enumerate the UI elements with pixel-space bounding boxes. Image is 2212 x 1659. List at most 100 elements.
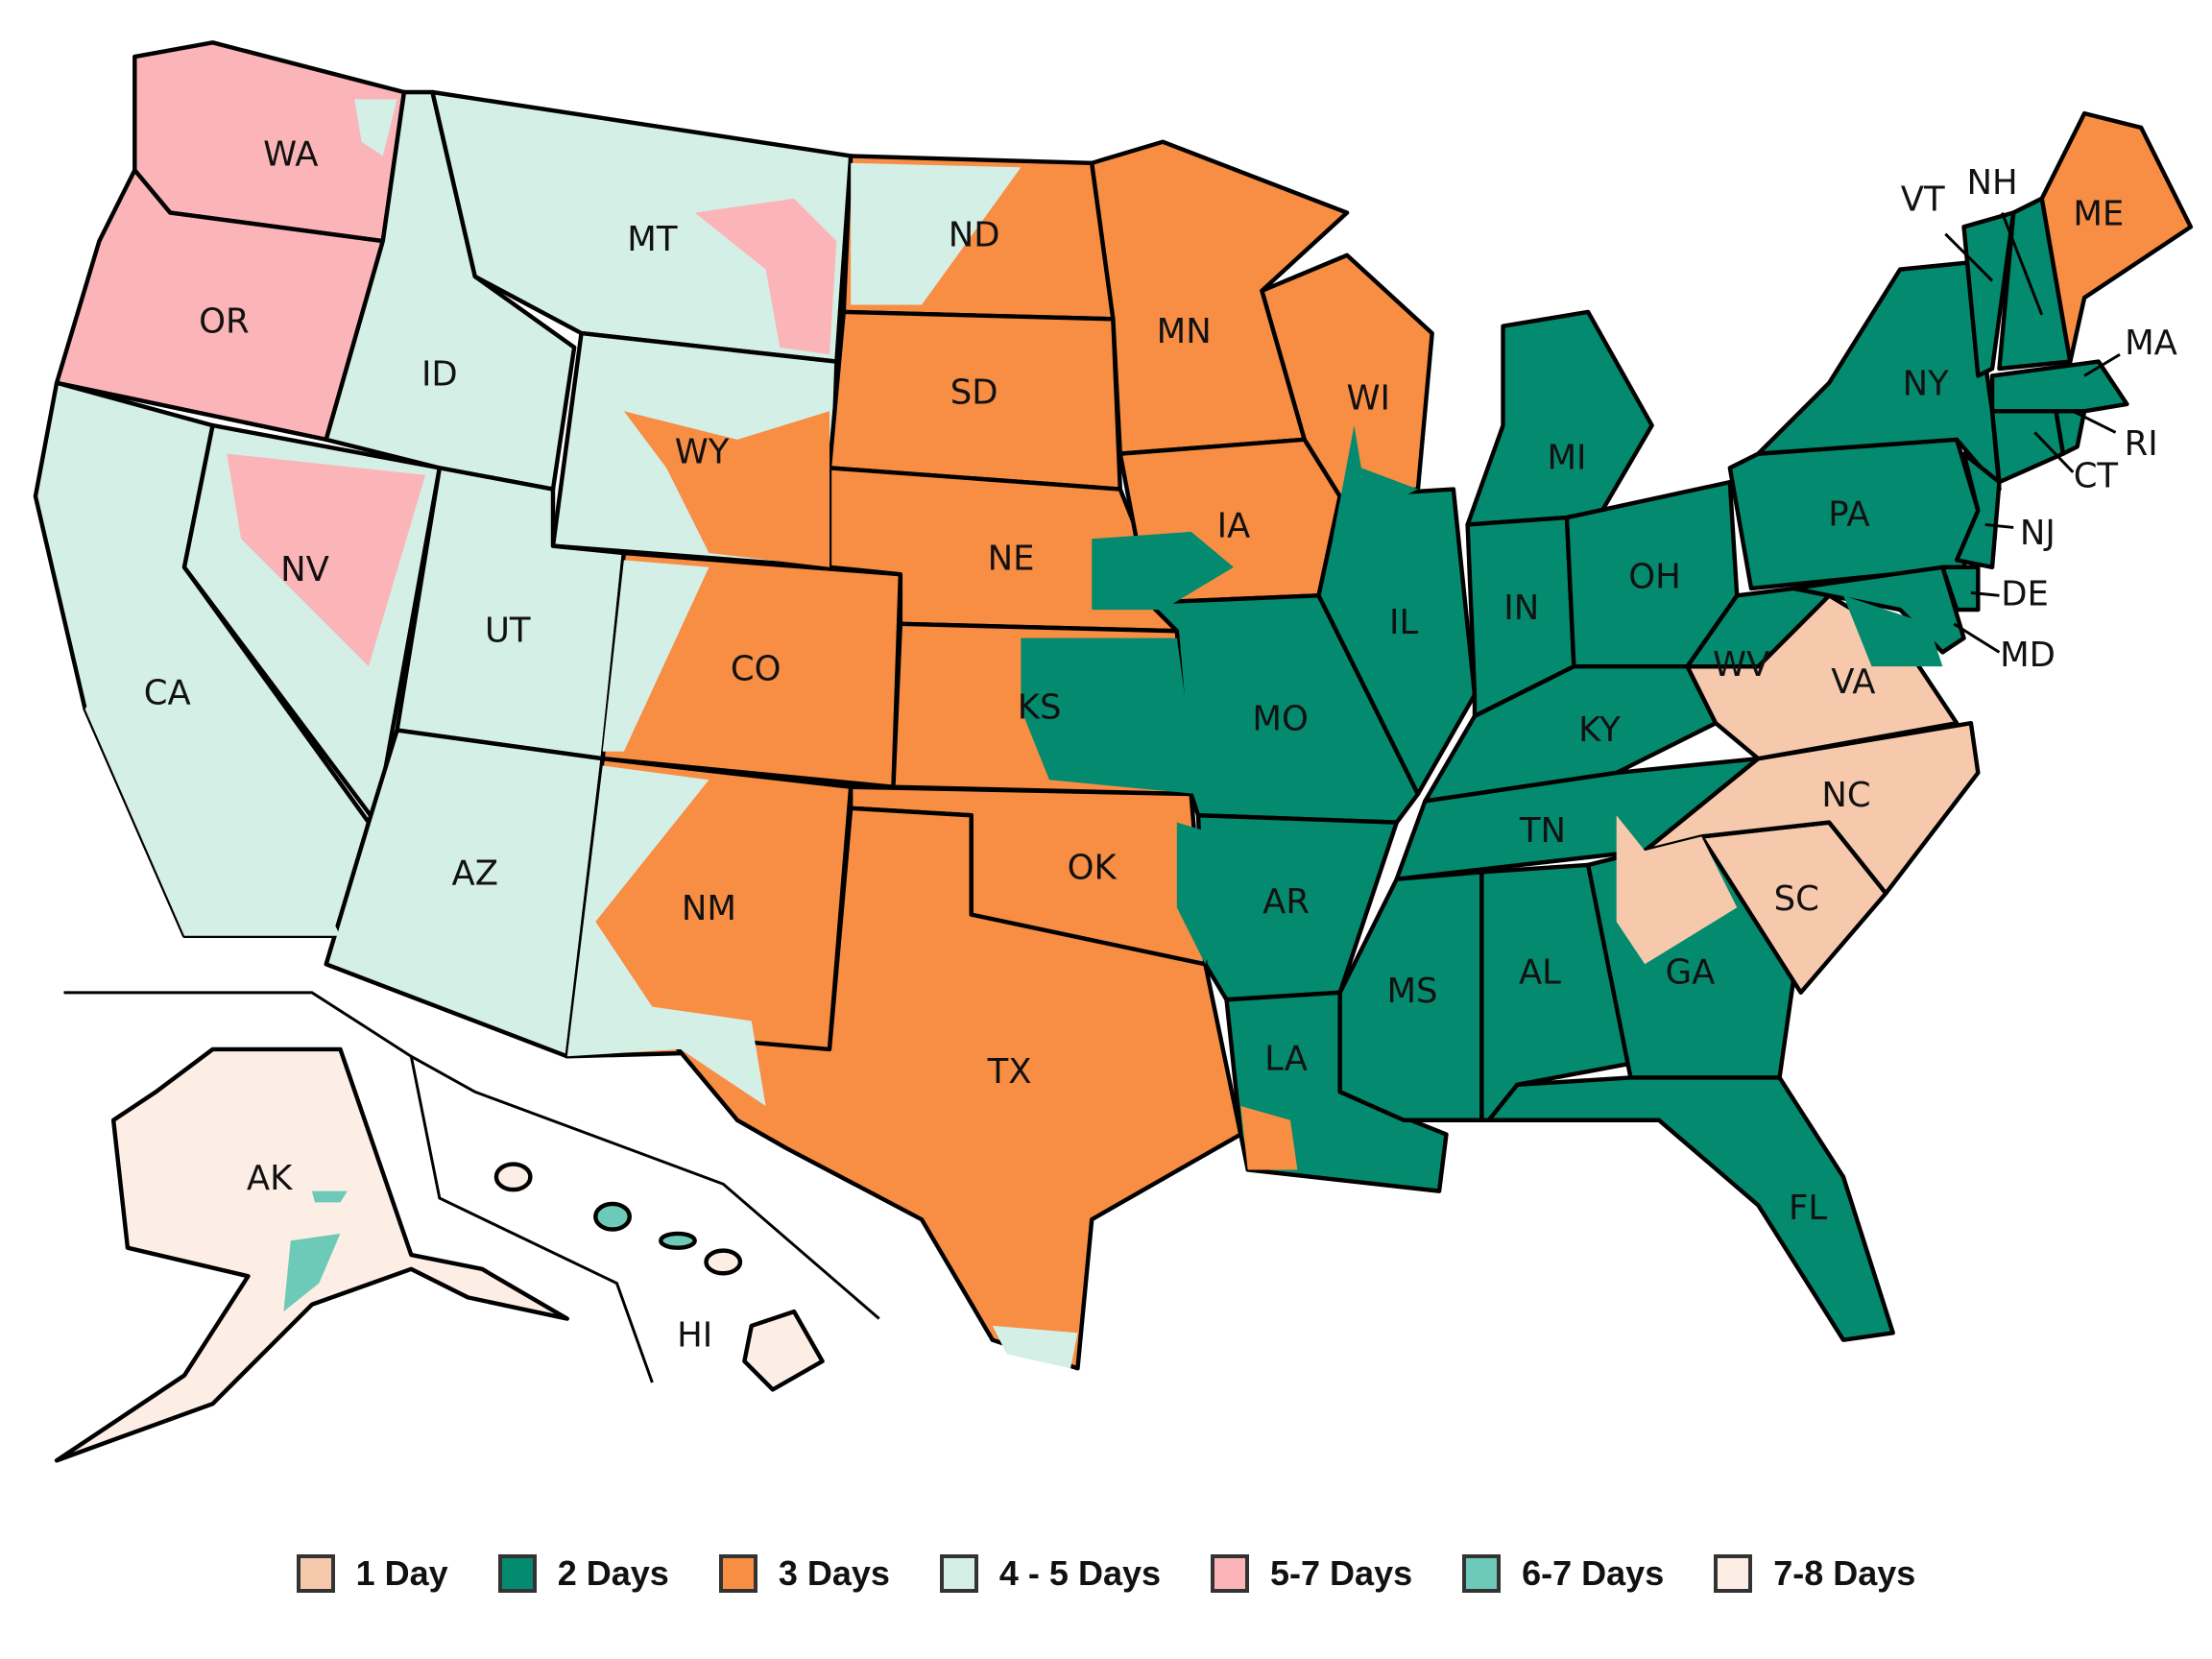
state-label-ar: AR <box>1262 882 1310 922</box>
hawaii-island <box>659 1231 697 1250</box>
state-label-nd: ND <box>949 216 1000 255</box>
state-label-az: AZ <box>452 854 499 893</box>
state-label-md: MD <box>2000 636 2056 675</box>
state-ct <box>1989 409 2066 485</box>
legend-item: 1 Day <box>296 1553 448 1594</box>
legend-item: 4 - 5 Days <box>939 1553 1162 1594</box>
state-label-ne: NE <box>988 539 1035 578</box>
state-label-vt: VT <box>1901 180 1945 220</box>
state-label-mn: MN <box>1157 312 1212 351</box>
state-label-in: IN <box>1503 589 1539 628</box>
state-label-mo: MO <box>1252 699 1308 738</box>
legend-item: 5-7 Days <box>1211 1553 1412 1594</box>
state-il <box>1316 487 1478 797</box>
state-wv <box>1685 586 1832 669</box>
delivery-zone-overlay <box>1021 637 1198 795</box>
state-label-id: ID <box>421 354 458 394</box>
legend-swatch <box>1714 1554 1753 1593</box>
legend-label: 4 - 5 Days <box>998 1553 1162 1593</box>
delivery-zone-overlay <box>1616 815 1738 965</box>
legend-swatch <box>939 1554 978 1593</box>
state-label-ky: KY <box>1578 710 1621 750</box>
label-leader-line <box>2072 409 2117 434</box>
delivery-zone-overlay <box>1240 1106 1298 1170</box>
legend-label: 2 Days <box>557 1553 669 1593</box>
state-ma <box>1989 359 2129 414</box>
label-leader-line <box>1984 522 2014 529</box>
delivery-zone-overlay <box>1843 595 1943 667</box>
state-az <box>324 728 605 1059</box>
state-label-ga: GA <box>1666 953 1716 993</box>
state-hi <box>742 1309 825 1392</box>
label-leader-line <box>2001 212 2044 316</box>
state-label-ca: CA <box>144 674 191 713</box>
legend-swatch <box>1211 1554 1250 1593</box>
state-label-tn: TN <box>1519 811 1566 851</box>
state-label-nm: NM <box>682 889 736 928</box>
delivery-zone-overlay <box>84 652 341 936</box>
legend-label: 5-7 Days <box>1270 1553 1413 1593</box>
state-ri <box>2054 409 2087 456</box>
state-label-nc: NC <box>1821 776 1870 815</box>
delivery-zone-overlay <box>1333 425 1418 540</box>
delivery-zone-overlay <box>992 1325 1078 1369</box>
inset-dividers <box>63 991 880 1383</box>
hawaii-island <box>704 1248 743 1276</box>
state-label-sd: SD <box>950 373 998 413</box>
state-me <box>2039 110 2194 364</box>
label-leader-line <box>1970 590 2000 597</box>
legend-swatch <box>1462 1554 1502 1593</box>
legend-item: 7-8 Days <box>1714 1553 1915 1594</box>
state-label-ms: MS <box>1386 972 1437 1011</box>
label-leader-line <box>2083 352 2121 377</box>
state-label-fl: FL <box>1789 1189 1827 1228</box>
legend-item: 3 Days <box>718 1553 890 1594</box>
legend-item: 2 Days <box>497 1553 669 1594</box>
delivery-zone-overlay <box>694 198 837 355</box>
state-label-wa: WA <box>263 134 318 174</box>
delivery-zone-overlay <box>283 1233 341 1312</box>
state-label-ks: KS <box>1018 687 1062 727</box>
legend-label: 1 Day <box>355 1553 448 1593</box>
state-fl <box>1486 1075 1895 1342</box>
state-label-ia: IA <box>1217 506 1251 545</box>
label-leader-line <box>2033 431 2075 473</box>
state-label-il: IL <box>1389 603 1418 642</box>
state-nj <box>1954 451 2002 569</box>
legend-swatch <box>296 1554 335 1593</box>
delivery-zone-overlay <box>354 99 397 156</box>
state-label-wy: WY <box>675 433 730 472</box>
state-mi <box>1465 309 1654 527</box>
state-label-la: LA <box>1264 1040 1308 1079</box>
state-label-ok: OK <box>1068 848 1118 887</box>
delivery-zone-overlay <box>227 453 426 667</box>
legend-item: 6-7 Days <box>1462 1553 1664 1594</box>
legend-label: 6-7 Days <box>1522 1553 1665 1593</box>
state-label-nv: NV <box>280 550 329 589</box>
delivery-zone-overlay <box>623 411 830 567</box>
hawaii-island <box>493 1162 533 1192</box>
delivery-zone-overlay <box>851 162 1022 305</box>
delivery-zone-overlay <box>602 560 709 752</box>
state-vt <box>1961 210 2016 378</box>
label-leader-line <box>1944 232 1994 282</box>
legend-swatch <box>497 1554 537 1593</box>
state-label-mi: MI <box>1547 439 1586 478</box>
state-label-nh: NH <box>1966 163 2017 203</box>
state-label-me: ME <box>2073 194 2124 233</box>
legend-label: 7-8 Days <box>1773 1553 1916 1593</box>
state-label-de: DE <box>2001 574 2049 613</box>
legend-label: 3 Days <box>778 1553 890 1593</box>
delivery-zone-overlay <box>311 1190 348 1203</box>
state-label-wv: WV <box>1713 645 1769 685</box>
legend: 1 Day 2 Days 3 Days 4 - 5 Days 5-7 Days 6-7 D… <box>0 1553 2212 1594</box>
label-leader-line <box>1953 622 2001 654</box>
state-label-pa: PA <box>1828 495 1869 535</box>
state-label-oh: OH <box>1628 558 1681 597</box>
state-label-ny: NY <box>1903 365 1950 404</box>
state-label-nj: NJ <box>2020 514 2056 553</box>
delivery-zone-overlay <box>566 765 766 1106</box>
state-label-sc: SC <box>1774 879 1819 919</box>
state-label-ma: MA <box>2125 324 2177 363</box>
